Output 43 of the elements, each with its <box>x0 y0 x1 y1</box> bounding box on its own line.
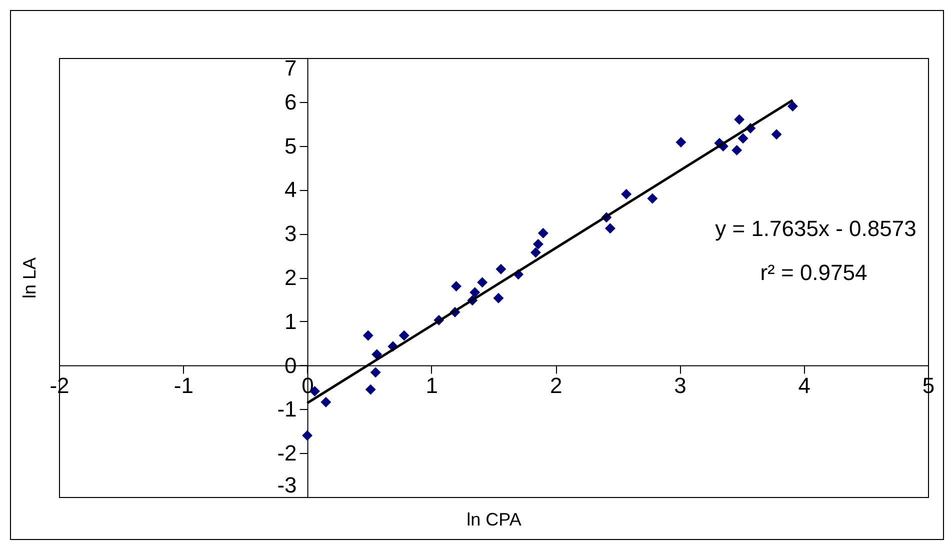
y-tick-label: -3 <box>277 472 297 498</box>
point <box>530 247 541 258</box>
point <box>370 367 381 378</box>
point <box>604 223 616 234</box>
x-tick-label: 1 <box>426 372 438 398</box>
point <box>647 193 658 204</box>
point <box>676 137 686 148</box>
point <box>362 330 374 341</box>
annotation: r² = 0.9754 <box>760 260 868 286</box>
y-tick-label: 3 <box>284 221 297 246</box>
point <box>621 188 632 200</box>
annotation: y = 1.7635x - 0.8573 <box>715 216 916 242</box>
point <box>771 129 782 140</box>
point <box>493 292 504 304</box>
y-tick-label: 4 <box>284 177 297 202</box>
y-tick-label: -1 <box>277 396 297 422</box>
point <box>734 114 745 125</box>
y-tick-label: -2 <box>277 440 297 466</box>
point <box>302 430 313 441</box>
y-tick-label: 6 <box>284 89 297 114</box>
point <box>787 101 798 112</box>
point <box>398 330 410 341</box>
x-tick-label: -1 <box>174 372 194 398</box>
point <box>451 281 462 292</box>
y-tick-label: 5 <box>284 133 297 158</box>
point <box>470 287 480 298</box>
point <box>538 228 548 238</box>
point <box>738 133 748 144</box>
point <box>732 144 742 156</box>
y-tick-label: 1 <box>284 308 297 334</box>
point <box>320 396 332 408</box>
x-tick-label: 4 <box>798 372 810 398</box>
x-tick-label: 3 <box>674 372 686 398</box>
point <box>477 277 488 288</box>
y-axis-title: ln LA <box>20 257 40 299</box>
y-tick-label: 2 <box>284 265 297 290</box>
y-tick-label: 7 <box>284 56 297 80</box>
point <box>372 349 382 360</box>
point <box>496 264 506 274</box>
x-axis-title: ln CPA <box>466 510 522 530</box>
point <box>365 384 376 395</box>
point <box>532 238 544 250</box>
x-tick-label: 2 <box>550 372 562 398</box>
